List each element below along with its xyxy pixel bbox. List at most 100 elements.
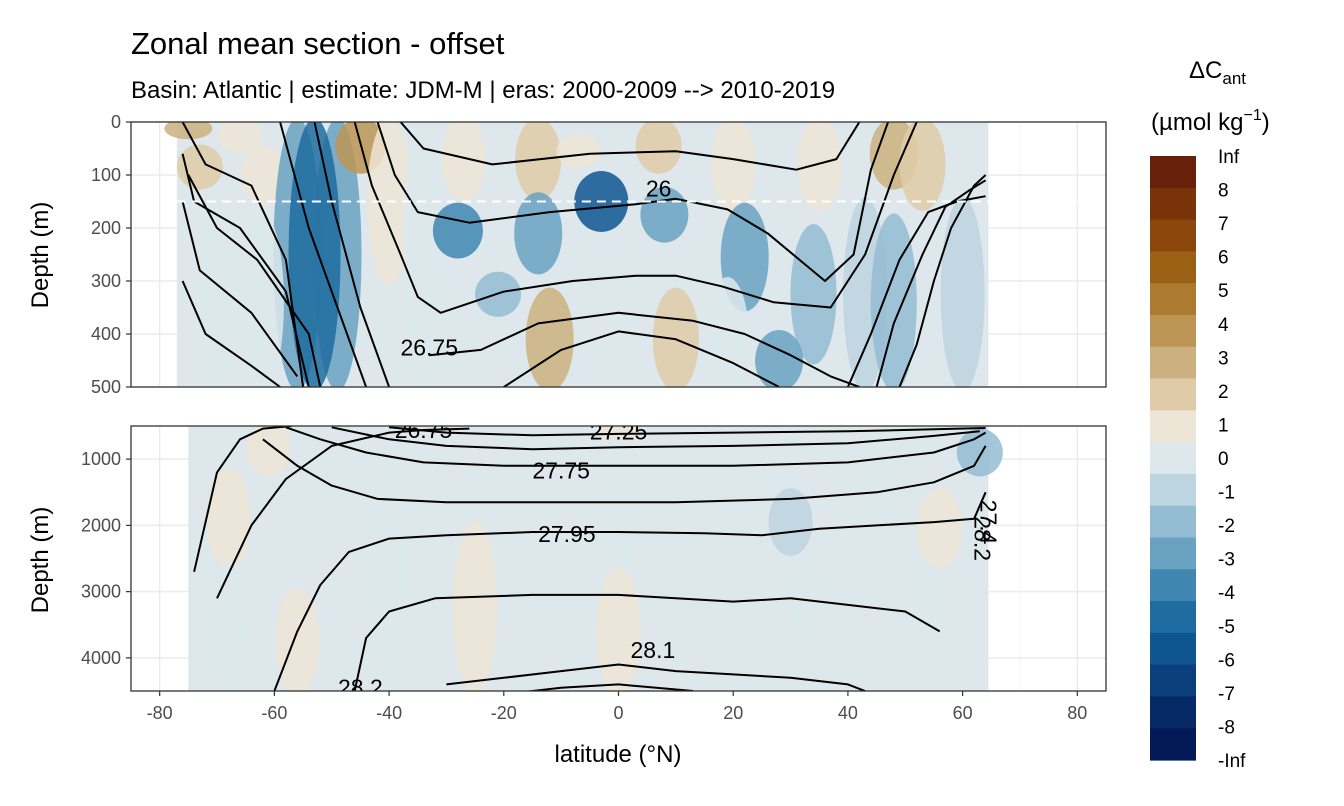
x-tick-label: 0 [613, 703, 623, 723]
contour-line [285, 426, 987, 467]
fill-patch [917, 488, 962, 570]
panel-border [130, 121, 1107, 388]
legend-swatch [1150, 314, 1196, 348]
legend-swatch [1150, 664, 1196, 698]
x-tick-label: -60 [261, 703, 287, 723]
legend-label: -7 [1218, 684, 1235, 705]
fill-patch [514, 192, 563, 275]
chart-subtitle: Basin: Atlantic | estimate: JDM-M | eras… [131, 77, 835, 104]
fill-patch [217, 122, 262, 153]
legend-swatch [1150, 696, 1196, 729]
fill-patch [368, 435, 411, 691]
legend-swatch [1150, 346, 1196, 380]
y-tick-label: 400 [91, 324, 121, 344]
fill-patch [164, 122, 213, 140]
legend-label: 2 [1218, 382, 1229, 403]
fill-patch [652, 287, 699, 387]
panel-data: 26 26.75 [164, 122, 1106, 387]
fill-patch [515, 122, 562, 201]
legend-label: -3 [1218, 550, 1235, 571]
x-axis-label: latitude (°N) [555, 741, 682, 768]
contour-label: 27.75 [532, 457, 590, 483]
contour-label: 26.75 [400, 334, 458, 360]
fill-patch [635, 122, 682, 174]
contour-labels: 26 26.75 [400, 175, 671, 360]
contour-label: 27.95 [538, 521, 596, 547]
x-tick-label: 20 [723, 703, 743, 723]
contour-line [399, 122, 861, 171]
legend-swatch [1150, 505, 1196, 539]
contour-line [429, 311, 860, 387]
y-tick-label: 3000 [81, 582, 121, 602]
contour-line [181, 201, 299, 377]
fill-patch [556, 133, 601, 169]
density-contours [193, 426, 987, 691]
y-tick-label: 1000 [81, 449, 121, 469]
legend-swatch [1150, 473, 1196, 507]
chart-title: Zonal mean section - offset [131, 26, 505, 61]
anomaly-fill [188, 426, 1003, 691]
legend-swatch [1150, 728, 1196, 761]
legend-label: 7 [1218, 214, 1229, 235]
y-axis-ticks: 0 100 200 300 400 500 [91, 112, 131, 397]
contour-line [376, 122, 890, 282]
contour-line [389, 426, 986, 437]
legend-swatch [1150, 378, 1196, 411]
legend-swatch [1150, 156, 1196, 189]
fill-patch [246, 426, 291, 477]
contour-label: 28.2 [970, 516, 996, 561]
contour-line [313, 122, 391, 387]
lower-panel: 26.75 27.2527.7527.9528.128.228.227.41000… [81, 417, 1107, 723]
legend-swatch [1150, 283, 1196, 316]
legend-label: 5 [1218, 281, 1229, 302]
y-tick-label: 0 [111, 112, 121, 132]
legend-label: 1 [1218, 415, 1229, 436]
fill-patch [441, 122, 486, 201]
fill-patch [797, 122, 842, 211]
fill-patch [240, 144, 285, 206]
fill-patch [706, 277, 749, 387]
x-tick-label: -40 [376, 703, 402, 723]
legend-label: -2 [1218, 516, 1235, 537]
legend: ΔCant (µmol kg−1) Inf 8 7 6 5 4 3 2 1 0 -1 -2 -3 -4 -5… [1150, 57, 1270, 772]
y-axis-label-upper: Depth (m) [27, 202, 54, 309]
contour-line [503, 330, 780, 387]
x-tick-label: 80 [1067, 703, 1087, 723]
y-axis-label-lower: Depth (m) [27, 507, 54, 614]
fill-patch [790, 224, 837, 365]
contour-line [187, 174, 322, 387]
fill-patch [940, 197, 985, 387]
contour-label: 26.75 [395, 417, 453, 443]
legend-colorbar [1150, 156, 1196, 761]
fill-patch [901, 561, 944, 629]
fill-patch [367, 122, 412, 285]
contour-label: 26 [646, 175, 672, 201]
legend-label: -5 [1218, 617, 1235, 638]
legend-label: -4 [1218, 583, 1235, 604]
contour-line [898, 174, 987, 387]
legend-unit: (µmol kg−1) [1151, 107, 1270, 136]
fill-patch [432, 202, 483, 259]
fill-patch [870, 213, 917, 387]
fill-patch [196, 186, 239, 387]
contour-line [193, 426, 292, 573]
anomaly-fill [164, 122, 989, 387]
legend-label: -Inf [1218, 751, 1246, 772]
legend-swatch [1150, 251, 1196, 284]
fill-patch [855, 428, 898, 517]
fill-patch [597, 435, 640, 576]
contour-label: 28.2 [338, 675, 383, 701]
legend-title: ΔCant [1189, 57, 1246, 88]
y-tick-label: 2000 [81, 515, 121, 535]
legend-swatch [1150, 632, 1196, 666]
legend-label: 4 [1218, 315, 1229, 336]
fill-patch [755, 330, 804, 387]
fill-patch [288, 122, 341, 387]
fill-patch [207, 561, 250, 691]
upper-panel: 26 26.75 0 100 200 300 400 500 [91, 112, 1107, 397]
legend-label: 3 [1218, 348, 1229, 369]
contour-line [523, 683, 694, 691]
contour-line [262, 438, 987, 504]
